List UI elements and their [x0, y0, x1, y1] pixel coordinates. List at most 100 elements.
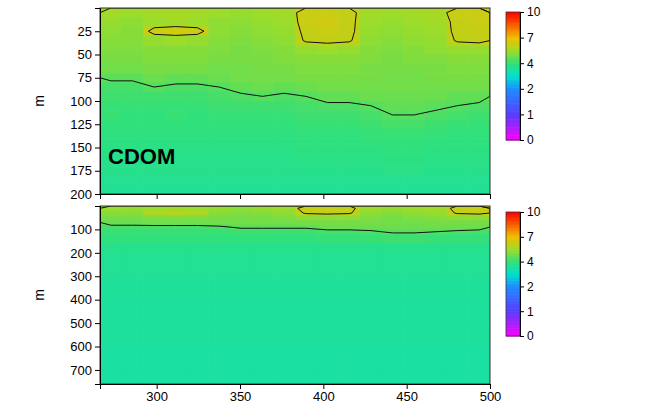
- cell: [468, 110, 490, 120]
- x-tick-label: 300: [146, 389, 168, 404]
- cell: [273, 8, 295, 18]
- cell: [143, 73, 165, 83]
- cell: [100, 110, 122, 120]
- cell: [208, 370, 230, 384]
- cell: [187, 17, 209, 27]
- cell: [143, 220, 165, 225]
- y-tick-mark: [95, 55, 100, 56]
- cell: [403, 17, 425, 27]
- cell: [338, 234, 360, 244]
- cell: [230, 36, 252, 46]
- cell: [382, 55, 404, 65]
- y-tick-label: 200: [70, 246, 92, 261]
- cell: [317, 253, 339, 277]
- cell: [122, 347, 144, 371]
- cell: [295, 370, 317, 384]
- cell: [382, 253, 404, 277]
- cell: [273, 175, 295, 185]
- cell: [360, 8, 382, 18]
- x-tick: 300: [146, 384, 168, 404]
- cell: [187, 276, 209, 300]
- cell: [122, 229, 144, 234]
- cell: [338, 138, 360, 148]
- cell: [447, 73, 469, 83]
- cell: [425, 243, 447, 253]
- cell: [252, 8, 274, 18]
- cell: [317, 206, 339, 211]
- cell: [208, 101, 230, 111]
- cell: [165, 347, 187, 371]
- cell: [122, 73, 144, 83]
- cell: [468, 8, 490, 18]
- cell: [447, 234, 469, 244]
- cell: [273, 157, 295, 167]
- cell: [208, 73, 230, 83]
- cell: [165, 185, 187, 194]
- cell: [187, 92, 209, 102]
- cell: [252, 45, 274, 55]
- cell: [100, 300, 122, 324]
- cell: [100, 73, 122, 83]
- colorbar-tick-mark: [520, 89, 524, 90]
- cell: [425, 101, 447, 111]
- cell: [295, 234, 317, 244]
- cell: [100, 92, 122, 102]
- cell: [143, 347, 165, 371]
- cell: [382, 175, 404, 185]
- y-tick-label: 150: [70, 140, 92, 155]
- cell: [187, 185, 209, 194]
- colorbar-tick-label: 0: [527, 133, 534, 147]
- cell: [187, 243, 209, 253]
- cell: [468, 243, 490, 253]
- cell: [403, 8, 425, 18]
- y-tick-mark: [95, 101, 100, 102]
- cell: [447, 138, 469, 148]
- cell: [338, 276, 360, 300]
- cell: [468, 370, 490, 384]
- cell: [273, 110, 295, 120]
- cell: [273, 138, 295, 148]
- cell: [165, 8, 187, 18]
- cell: [252, 166, 274, 176]
- x-tick: 500: [480, 384, 502, 404]
- cell: [382, 323, 404, 347]
- colorbar-tick-label: 2: [527, 82, 534, 96]
- cell: [143, 185, 165, 194]
- y-axis-title: m: [31, 95, 47, 107]
- cell: [382, 234, 404, 244]
- cell: [208, 17, 230, 27]
- cell: [122, 82, 144, 92]
- panel: 300350400450500100200300400500600700m012…: [31, 205, 541, 404]
- cell: [122, 215, 144, 220]
- cell: [230, 347, 252, 371]
- cell: [360, 276, 382, 300]
- cell: [338, 120, 360, 130]
- cell: [425, 27, 447, 37]
- cell: [338, 55, 360, 65]
- cell: [230, 27, 252, 37]
- cell: [143, 253, 165, 277]
- cell: [273, 27, 295, 37]
- cell: [252, 347, 274, 371]
- cell: [208, 148, 230, 158]
- y-tick-mark: [95, 370, 100, 371]
- cell: [382, 138, 404, 148]
- cell: [360, 166, 382, 176]
- cell: [143, 55, 165, 65]
- cell: [252, 64, 274, 74]
- cell: [403, 55, 425, 65]
- y-tick: 100: [70, 222, 100, 237]
- cell: [403, 120, 425, 130]
- colorbar-tick: 1: [520, 305, 534, 319]
- colorbar-axis-line: [521, 13, 525, 141]
- colorbar-tick: 1: [520, 108, 534, 122]
- cell: [468, 234, 490, 244]
- colorbar-tick-label: 10: [527, 5, 541, 19]
- cell: [468, 323, 490, 347]
- y-tick-label: 300: [70, 269, 92, 284]
- cell: [403, 211, 425, 216]
- cell: [295, 300, 317, 324]
- y-tick-mark: [95, 300, 100, 301]
- contour-line: [100, 8, 490, 115]
- cell: [468, 166, 490, 176]
